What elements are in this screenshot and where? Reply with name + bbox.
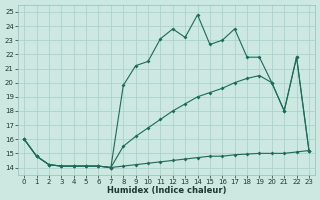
- X-axis label: Humidex (Indice chaleur): Humidex (Indice chaleur): [107, 186, 226, 195]
